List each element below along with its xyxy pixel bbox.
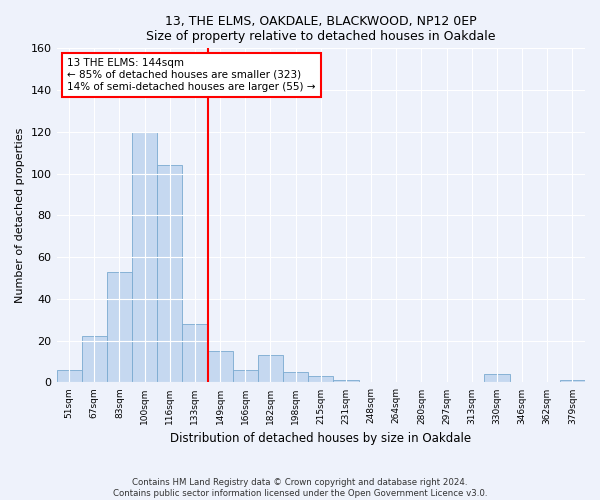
Text: 13 THE ELMS: 144sqm
← 85% of detached houses are smaller (323)
14% of semi-detac: 13 THE ELMS: 144sqm ← 85% of detached ho… xyxy=(67,58,316,92)
Bar xyxy=(208,351,233,382)
Bar xyxy=(560,380,585,382)
Bar xyxy=(484,374,509,382)
Y-axis label: Number of detached properties: Number of detached properties xyxy=(15,128,25,303)
Bar xyxy=(157,166,182,382)
Text: Contains HM Land Registry data © Crown copyright and database right 2024.
Contai: Contains HM Land Registry data © Crown c… xyxy=(113,478,487,498)
Bar xyxy=(182,324,208,382)
Bar xyxy=(82,336,107,382)
Bar xyxy=(107,272,132,382)
Bar xyxy=(334,380,359,382)
Bar xyxy=(308,376,334,382)
X-axis label: Distribution of detached houses by size in Oakdale: Distribution of detached houses by size … xyxy=(170,432,472,445)
Bar xyxy=(283,372,308,382)
Bar xyxy=(132,132,157,382)
Bar xyxy=(56,370,82,382)
Bar xyxy=(258,356,283,382)
Title: 13, THE ELMS, OAKDALE, BLACKWOOD, NP12 0EP
Size of property relative to detached: 13, THE ELMS, OAKDALE, BLACKWOOD, NP12 0… xyxy=(146,15,496,43)
Bar xyxy=(233,370,258,382)
